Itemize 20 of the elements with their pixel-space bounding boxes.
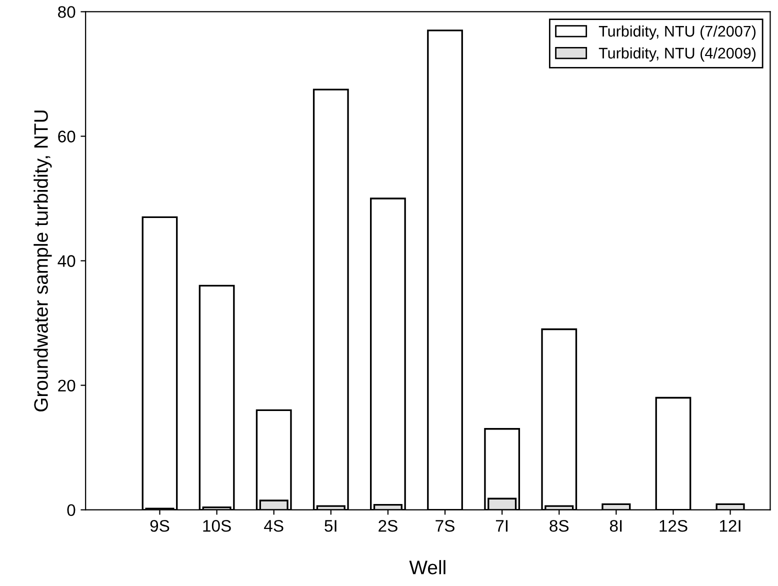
x-tick-label: 8I — [610, 520, 622, 532]
legend-label: Turbidity, NTU (4/2009) — [598, 47, 756, 62]
x-tick-label: 7I — [496, 520, 508, 532]
y-tick-label: 0 — [67, 504, 76, 516]
y-tick-label: 40 — [58, 255, 76, 267]
x-axis-title: Well — [409, 560, 446, 574]
x-tick-label: 10S — [203, 520, 231, 532]
y-tick-label: 80 — [58, 6, 76, 18]
x-tick-label: 2S — [378, 520, 398, 532]
x-tick-label: 12I — [720, 520, 740, 532]
legend-label: Turbidity, NTU (7/2007) — [598, 25, 756, 40]
y-tick-label: 20 — [58, 380, 76, 392]
x-tick-label: 7S — [436, 520, 454, 532]
y-axis-title: Groundwater sample turbidity, NTU — [34, 110, 52, 412]
x-tick-label: 9S — [150, 520, 170, 532]
x-tick-label: 12S — [660, 520, 688, 532]
x-tick-label: 8S — [550, 520, 569, 532]
x-tick-label: 5I — [324, 520, 336, 532]
x-tick-label: 4S — [264, 520, 284, 532]
y-tick-label: 60 — [58, 130, 76, 142]
